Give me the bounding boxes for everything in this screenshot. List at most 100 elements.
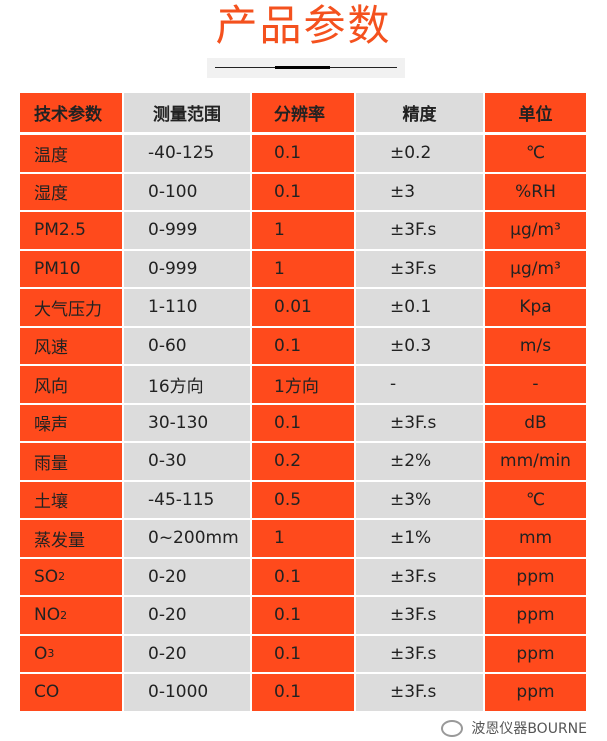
accuracy-cell: ±3F.s	[356, 635, 483, 672]
param-name: PM2.5	[34, 220, 86, 241]
watermark: 波恩仪器BOURNE	[441, 718, 587, 738]
table-row: 蒸发量 0~200mm 1 ±1% mm	[20, 520, 588, 557]
table-row: 噪声 30-130 0.1 ±3F.s dB	[20, 404, 588, 441]
table-row: 大气压力 1-110 0.01 ±0.1 Kpa	[20, 289, 588, 326]
param-name: O	[34, 643, 48, 664]
param-cell: 蒸发量	[20, 520, 122, 557]
param-cell: CO	[20, 674, 122, 711]
table-row: NO 2 0-20 0.1 ±3F.s ppm	[20, 597, 588, 634]
param-name: NO	[34, 605, 61, 626]
unit-cell: -	[485, 366, 586, 403]
param-name: 雨量	[34, 453, 68, 474]
param-name: 噪声	[34, 415, 68, 436]
unit-cell: dB	[485, 404, 586, 441]
unit-cell: ppm	[485, 635, 586, 672]
header-range: 测量范围	[124, 93, 250, 132]
resolution-cell: 0.5	[252, 481, 354, 518]
range-cell: 0-999	[124, 212, 250, 249]
range-cell: 0-20	[124, 635, 250, 672]
table-row: 风向 16方向 1方向 - -	[20, 366, 588, 403]
table-row: 湿度 0-100 0.1 ±3 %RH	[20, 173, 588, 210]
accuracy-cell: ±3F.s	[356, 404, 483, 441]
accuracy-cell: ±2%	[356, 443, 483, 480]
accuracy-cell: ±1%	[356, 520, 483, 557]
range-cell: -40-125	[124, 135, 250, 172]
range-cell: 0-20	[124, 558, 250, 595]
spec-table: 技术参数 测量范围 分辨率 精度 单位 温度 -40-125 0.1 ±0.2 …	[20, 93, 588, 713]
resolution-cell: 0.1	[252, 135, 354, 172]
param-cell: 雨量	[20, 443, 122, 480]
page-title: 产品参数	[215, 1, 392, 50]
title-divider	[207, 58, 405, 78]
table-row: 风速 0-60 0.1 ±0.3 m/s	[20, 327, 588, 364]
unit-cell: %RH	[485, 173, 586, 210]
table-row: PM2.5 0-999 1 ±3F.s μg/m³	[20, 212, 588, 249]
param-cell: 噪声	[20, 404, 122, 441]
range-cell: 0-999	[124, 250, 250, 287]
unit-cell: mm	[485, 520, 586, 557]
param-name: PM10	[34, 258, 81, 279]
unit-cell: μg/m³	[485, 212, 586, 249]
table-row: 雨量 0-30 0.2 ±2% mm/min	[20, 443, 588, 480]
watermark-text: 波恩仪器BOURNE	[471, 721, 587, 737]
resolution-cell: 0.1	[252, 674, 354, 711]
param-subscript: 3	[47, 647, 55, 661]
param-name: CO	[34, 682, 60, 703]
param-cell: NO 2	[20, 597, 122, 634]
range-cell: 0-1000	[124, 674, 250, 711]
param-name: 土壤	[34, 492, 68, 513]
unit-cell: ppm	[485, 597, 586, 634]
param-cell: 大气压力	[20, 289, 122, 326]
table-row: SO 2 0-20 0.1 ±3F.s ppm	[20, 558, 588, 595]
accuracy-cell: ±0.3	[356, 327, 483, 364]
range-cell: 0~200mm	[124, 520, 250, 557]
range-cell: 0-60	[124, 327, 250, 364]
range-cell: 30-130	[124, 404, 250, 441]
accuracy-cell: ±3F.s	[356, 212, 483, 249]
param-name: 温度	[34, 145, 68, 166]
accuracy-cell: ±0.2	[356, 135, 483, 172]
accuracy-cell: ±3	[356, 173, 483, 210]
resolution-cell: 0.01	[252, 289, 354, 326]
unit-cell: μg/m³	[485, 250, 586, 287]
resolution-cell: 1	[252, 520, 354, 557]
range-cell: 16方向	[124, 366, 250, 403]
param-subscript: 2	[60, 608, 68, 622]
param-name: 湿度	[34, 184, 68, 205]
accuracy-cell: ±3F.s	[356, 597, 483, 634]
accuracy-cell: -	[356, 366, 483, 403]
param-cell: PM2.5	[20, 212, 122, 249]
header-param: 技术参数	[20, 93, 122, 132]
range-cell: 0-30	[124, 443, 250, 480]
resolution-cell: 1方向	[252, 366, 354, 403]
param-name: 风向	[34, 376, 68, 397]
resolution-cell: 1	[252, 212, 354, 249]
param-cell: 温度	[20, 135, 122, 172]
resolution-cell: 0.1	[252, 635, 354, 672]
param-cell: PM10	[20, 250, 122, 287]
header-unit: 单位	[485, 93, 586, 132]
unit-cell: m/s	[485, 327, 586, 364]
param-cell: 风向	[20, 366, 122, 403]
resolution-cell: 0.1	[252, 597, 354, 634]
param-subscript: 2	[58, 570, 66, 584]
accuracy-cell: ±3F.s	[356, 250, 483, 287]
table-header-row: 技术参数 测量范围 分辨率 精度 单位	[20, 93, 588, 132]
param-cell: 土壤	[20, 481, 122, 518]
unit-cell: Kpa	[485, 289, 586, 326]
table-row: 土壤 -45-115 0.5 ±3% ℃	[20, 481, 588, 518]
unit-cell: ppm	[485, 558, 586, 595]
header-resolution: 分辨率	[252, 93, 354, 132]
table-row: 温度 -40-125 0.1 ±0.2 ℃	[20, 135, 588, 172]
unit-cell: ℃	[485, 481, 586, 518]
param-cell: 湿度	[20, 173, 122, 210]
unit-cell: ℃	[485, 135, 586, 172]
resolution-cell: 0.1	[252, 558, 354, 595]
range-cell: 1-110	[124, 289, 250, 326]
unit-cell: mm/min	[485, 443, 586, 480]
param-name: 大气压力	[34, 299, 102, 320]
table-row: PM10 0-999 1 ±3F.s μg/m³	[20, 250, 588, 287]
param-cell: 风速	[20, 327, 122, 364]
